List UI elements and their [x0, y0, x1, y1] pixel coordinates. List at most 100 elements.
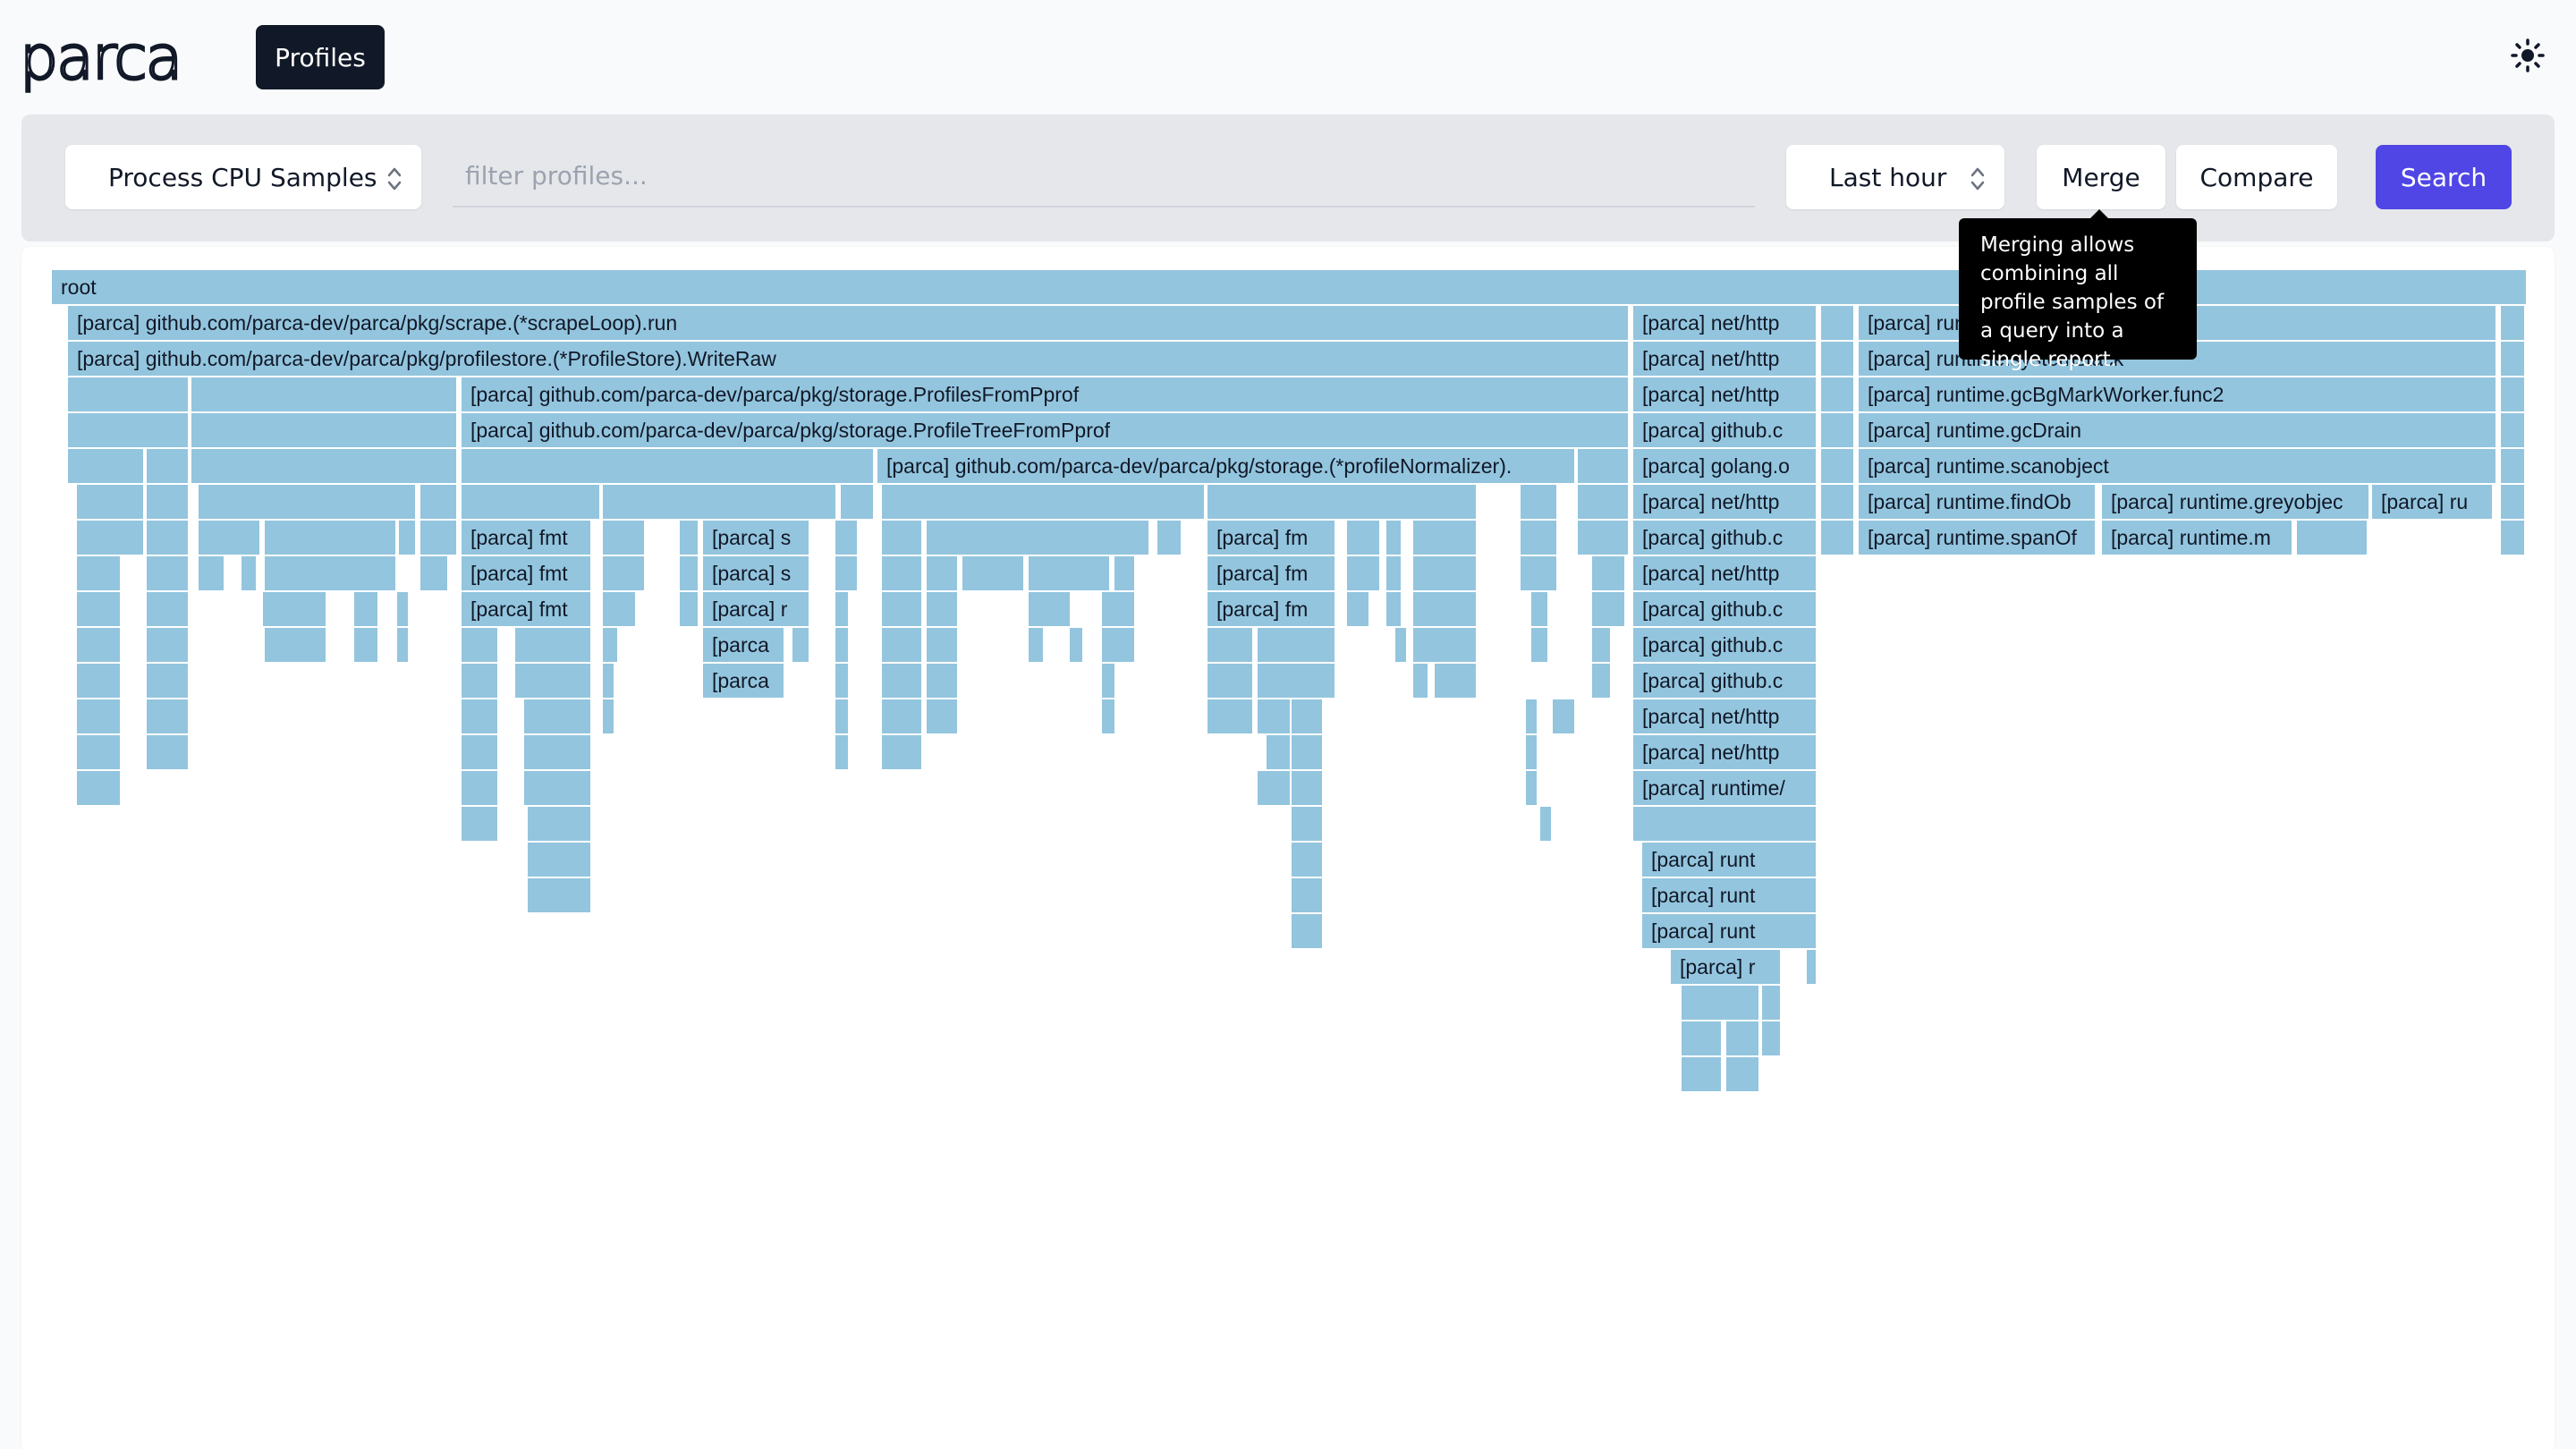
flame-frame[interactable] — [603, 664, 614, 698]
flame-frame[interactable] — [1413, 592, 1476, 626]
flame-frame[interactable] — [147, 628, 188, 662]
flame-frame[interactable]: [parca] ru — [2372, 485, 2492, 519]
flame-frame[interactable] — [265, 556, 395, 590]
flame-frame[interactable] — [1531, 628, 1547, 662]
flame-frame[interactable] — [1102, 664, 1114, 698]
flame-frame[interactable] — [603, 521, 644, 555]
flame-frame[interactable] — [792, 628, 809, 662]
flame-frame[interactable] — [1592, 664, 1610, 698]
flame-frame[interactable] — [1682, 986, 1758, 1020]
flame-frame[interactable] — [1208, 628, 1252, 662]
flame-frame[interactable] — [524, 735, 590, 769]
flame-frame[interactable] — [1553, 699, 1574, 733]
flame-frame[interactable]: [parca] github.c — [1633, 413, 1816, 447]
flame-frame[interactable] — [462, 485, 599, 519]
flame-frame[interactable]: [parca] runtime/ — [1633, 771, 1816, 805]
flame-frame[interactable] — [835, 628, 848, 662]
flame-frame[interactable] — [242, 556, 256, 590]
flame-frame[interactable] — [528, 878, 590, 912]
flame-frame[interactable] — [882, 521, 921, 555]
flame-frame[interactable] — [147, 521, 188, 555]
merge-button[interactable]: Merge — [2037, 145, 2165, 209]
flame-frame[interactable] — [1258, 628, 1335, 662]
flame-frame[interactable]: [parca] net/http — [1633, 485, 1816, 519]
flame-frame[interactable] — [147, 735, 188, 769]
flame-frame[interactable] — [1726, 1021, 1758, 1055]
flame-frame[interactable] — [1386, 521, 1401, 555]
flame-frame[interactable] — [77, 556, 120, 590]
flame-frame[interactable] — [354, 628, 377, 662]
flame-frame[interactable] — [1592, 592, 1624, 626]
flame-frame[interactable] — [2501, 485, 2524, 519]
flame-frame[interactable] — [603, 592, 635, 626]
flame-frame[interactable] — [1821, 306, 1853, 340]
flame-frame[interactable] — [927, 699, 957, 733]
flame-frame[interactable] — [1029, 628, 1043, 662]
flame-frame[interactable] — [680, 556, 698, 590]
flame-frame[interactable]: [parca] runtime.gcDrain — [1859, 413, 2496, 447]
flame-frame[interactable] — [835, 556, 857, 590]
flame-frame[interactable] — [1413, 628, 1476, 662]
flame-frame[interactable] — [1592, 556, 1624, 590]
filter-profiles-input[interactable] — [453, 145, 1755, 208]
flame-frame[interactable] — [680, 592, 698, 626]
flame-frame[interactable] — [191, 377, 456, 411]
flame-frame[interactable] — [68, 449, 143, 483]
flame-frame[interactable]: [parca] fm — [1208, 592, 1335, 626]
flame-frame[interactable] — [841, 485, 873, 519]
flame-frame[interactable] — [927, 592, 957, 626]
flame-frame[interactable]: [parca] net/http — [1633, 377, 1816, 411]
flame-frame[interactable] — [420, 556, 447, 590]
flame-frame[interactable] — [1521, 521, 1556, 555]
flame-frame[interactable] — [927, 556, 957, 590]
flame-frame[interactable] — [1540, 807, 1551, 841]
flame-frame[interactable] — [1526, 699, 1537, 733]
flame-frame[interactable] — [1292, 807, 1322, 841]
flame-frame[interactable] — [1102, 628, 1134, 662]
flame-frame[interactable] — [1292, 771, 1322, 805]
flame-frame[interactable]: [parca] runt — [1642, 914, 1816, 948]
flame-frame[interactable] — [962, 556, 1023, 590]
flame-frame[interactable]: [parca] net/http — [1633, 735, 1816, 769]
flame-frame[interactable] — [1386, 592, 1401, 626]
flame-frame[interactable] — [420, 521, 456, 555]
flame-frame[interactable] — [1682, 1021, 1721, 1055]
flame-frame[interactable]: [parca] net/http — [1633, 306, 1816, 340]
sun-icon[interactable] — [2510, 38, 2546, 73]
flame-frame[interactable] — [199, 485, 415, 519]
flame-frame[interactable] — [524, 771, 590, 805]
flame-frame[interactable] — [1526, 735, 1537, 769]
flame-frame[interactable] — [1029, 592, 1070, 626]
flame-frame[interactable] — [462, 735, 497, 769]
flame-frame[interactable] — [1395, 628, 1406, 662]
flame-frame[interactable] — [1592, 628, 1610, 662]
flame-frame[interactable] — [835, 592, 848, 626]
flame-frame[interactable]: [parca] golang.o — [1633, 449, 1816, 483]
flame-frame[interactable]: [parca] fmt — [462, 556, 590, 590]
flame-frame[interactable] — [77, 521, 143, 555]
flame-frame[interactable]: [parca] github.c — [1633, 664, 1816, 698]
flame-frame[interactable]: [parca] github.com/parca-dev/parca/pkg/s… — [462, 377, 1628, 411]
flame-frame[interactable] — [1292, 699, 1322, 733]
flame-frame[interactable] — [1292, 843, 1322, 877]
flame-frame[interactable] — [524, 699, 590, 733]
flame-frame[interactable] — [1070, 628, 1082, 662]
flame-frame[interactable] — [1821, 413, 1853, 447]
flame-frame[interactable] — [1578, 449, 1628, 483]
flame-frame[interactable] — [882, 664, 921, 698]
flame-frame[interactable] — [199, 556, 224, 590]
flame-frame[interactable] — [191, 413, 456, 447]
flame-frame[interactable] — [1821, 377, 1853, 411]
flame-frame[interactable] — [835, 521, 857, 555]
flame-frame[interactable] — [1762, 1021, 1780, 1055]
flame-frame[interactable]: [parca] github.com/parca-dev/parca/pkg/p… — [68, 342, 1628, 376]
flame-frame[interactable] — [462, 449, 873, 483]
flame-frame[interactable] — [1267, 735, 1290, 769]
flame-frame[interactable] — [77, 628, 120, 662]
flame-frame[interactable] — [1292, 878, 1322, 912]
flame-frame[interactable]: [parca] runtime.gcBgMarkWorker.func2 — [1859, 377, 2496, 411]
flame-frame[interactable] — [1821, 449, 1853, 483]
flame-frame[interactable]: [parca] s — [703, 521, 809, 555]
flame-frame[interactable] — [680, 521, 698, 555]
flame-frame[interactable] — [462, 771, 497, 805]
